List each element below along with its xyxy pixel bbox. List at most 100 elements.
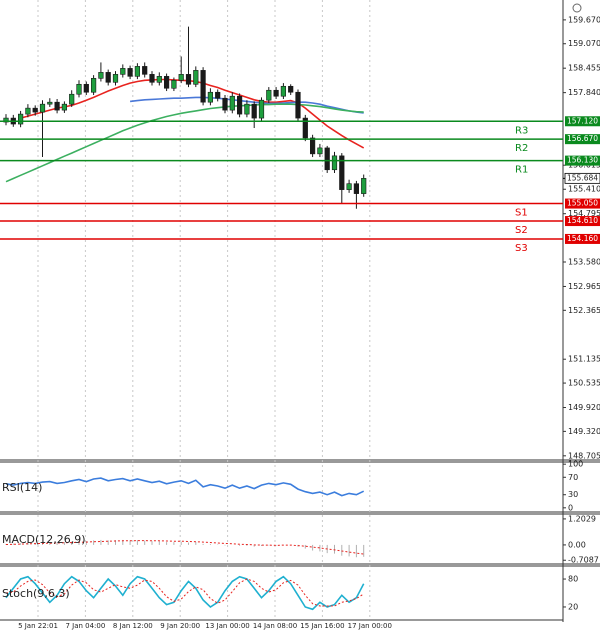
candle-body [105,72,111,83]
x-tick-label: 9 Jan 20:00 [160,622,200,630]
indicator-line [5,103,364,183]
level-price-label: 155.050 [567,199,598,208]
candle-body [288,85,294,93]
level-name: S3 [515,243,528,254]
indicator-line [5,578,364,607]
candle-body [222,97,228,111]
candle-body [17,113,24,125]
candle-body [39,103,46,113]
y-tick-label: 149.920 [568,403,600,412]
candle-body [207,91,214,103]
candle-body [112,74,119,83]
y-tick-label: 0 [568,503,573,512]
indicator-title: RSI(14) [2,481,42,494]
level-price-label: 157.120 [567,116,598,125]
level-price-label: 156.130 [567,156,598,165]
y-tick-label: 152.365 [568,306,600,315]
last-price-label: 155.684 [567,173,598,182]
y-tick-label: 1.2029 [568,514,596,523]
indicator-line [20,78,365,149]
candle-body [98,72,104,79]
candle-body [76,83,82,95]
candle-body [156,76,162,83]
candle-body [61,103,67,111]
candle-body [25,107,31,115]
candle-body [193,70,199,85]
y-tick-label: -0.7087 [568,556,599,565]
candle-body [127,68,133,77]
candle-body [164,76,170,89]
y-tick-label: 149.320 [568,427,600,436]
y-tick-label: 158.455 [568,64,600,73]
y-tick-label: 70 [568,473,578,482]
x-tick-label: 13 Jan 00:00 [205,622,249,630]
level-price-box [565,216,600,227]
candle-body [302,117,308,139]
candle-body [273,89,279,97]
candle-body [251,103,257,119]
level-name: S2 [515,225,528,236]
candle-body [317,147,323,155]
x-tick-label: 17 Jan 00:00 [348,622,392,630]
y-tick-label: 30 [568,490,578,499]
candle-body [83,83,89,93]
indicator-line [5,575,365,611]
candle-body [69,93,75,105]
candle-body [258,99,265,119]
y-tick-label: 155.410 [568,185,600,194]
y-tick-label: 0.00 [568,540,586,549]
y-tick-label: 153.580 [568,258,600,267]
level-price-box [565,134,600,145]
candle-body [3,117,9,123]
candle-body [237,95,243,115]
candle-body [185,74,192,85]
candle-body [215,91,221,99]
y-tick-label: 20 [568,602,578,611]
y-tick-label: 80 [568,575,578,584]
y-tick-label: 151.135 [568,355,600,364]
level-name: R3 [515,125,528,136]
candle-body [229,95,235,111]
candle-body [142,66,148,75]
candle-body [149,74,155,83]
candle-body [120,68,126,75]
candle-body [178,74,184,81]
candle-body [32,107,38,113]
x-tick-label: 7 Jan 04:00 [65,622,105,630]
level-price-box [565,155,600,166]
level-price-label: 154.610 [567,216,598,225]
level-name: S1 [515,208,528,219]
candle-body [353,183,360,194]
candle-body [309,137,316,155]
candle-body [346,183,352,190]
candle-body [47,101,53,105]
level-price-box [565,233,600,244]
candle-body [244,103,250,115]
indicator-title: Stoch(9,6,3) [2,587,70,600]
candle-body [339,155,345,190]
indicator-line [5,477,365,497]
candle-body [54,101,60,111]
last-price-box [564,172,600,184]
y-tick-label: 100 [568,460,583,469]
x-tick-label: 14 Jan 08:00 [253,622,297,630]
candle-body [134,66,141,77]
x-tick-label: 5 Jan 22:01 [18,622,58,630]
y-tick-label: 159.070 [568,39,600,48]
candle-body [266,89,272,101]
x-tick-label: 15 Jan 16:00 [300,622,344,630]
level-price-box [565,116,600,127]
candle-body [295,91,301,119]
settings-icon[interactable] [572,3,582,13]
candle-body [280,85,287,97]
x-tick-label: 8 Jan 12:00 [113,622,153,630]
y-tick-label: 159.670 [568,15,600,24]
candle-body [171,80,177,89]
candle-body [324,147,330,171]
candle-body [331,155,338,171]
level-name: R2 [515,143,528,154]
y-tick-label: 152.965 [568,282,600,291]
level-price-label: 154.160 [567,234,598,243]
level-price-box [565,198,600,209]
